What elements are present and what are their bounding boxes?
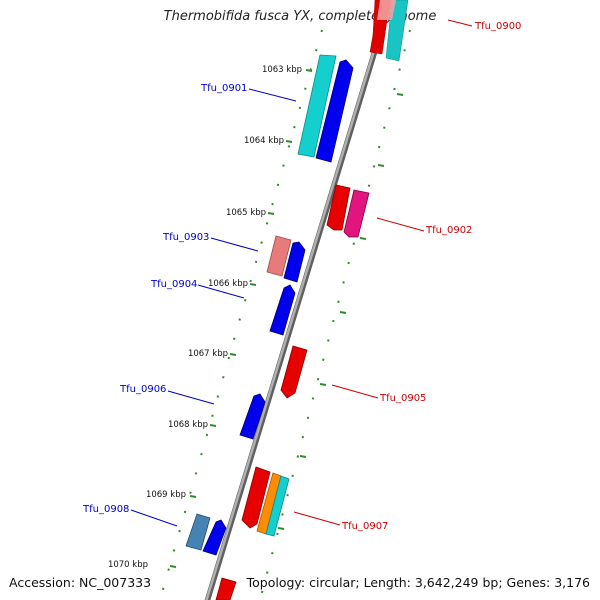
scale-label: 1064 kbp <box>244 136 284 146</box>
scale-tick <box>189 495 197 498</box>
gene-block[interactable] <box>283 241 306 283</box>
gene-labels: Tfu_0900 Tfu_0901 Tfu_0902 Tfu_0903 Tfu_… <box>82 21 521 532</box>
gene-label-tfu-0902[interactable]: Tfu_0902 <box>425 225 472 236</box>
scale-tick <box>305 69 313 72</box>
gene-block[interactable] <box>280 345 308 399</box>
scale: 1063 kbp 1064 kbp 1065 kbp 1066 kbp 1067… <box>108 65 313 570</box>
gene-label-tfu-0906[interactable]: Tfu_0906 <box>119 384 166 395</box>
scale-label: 1065 kbp <box>226 208 266 218</box>
accession-label: Accession: NC_007333 <box>9 575 152 590</box>
gene-block[interactable] <box>269 284 296 336</box>
scale-tick <box>249 283 257 286</box>
gene-label-tfu-0903[interactable]: Tfu_0903 <box>162 232 209 243</box>
gene-block[interactable] <box>239 393 266 440</box>
scale-tick <box>267 212 275 215</box>
topology-label: Topology: circular; Length: 3,642,249 bp… <box>246 575 590 590</box>
gene-label-tfu-0901[interactable]: Tfu_0901 <box>200 83 247 94</box>
scale-label: 1063 kbp <box>262 65 302 75</box>
scale-label: 1070 kbp <box>108 560 148 570</box>
scale-label: 1068 kbp <box>168 420 208 430</box>
gene-block[interactable] <box>343 189 370 238</box>
gene-label-tfu-0908[interactable]: Tfu_0908 <box>82 504 129 515</box>
backbone <box>204 0 394 600</box>
gene-block[interactable] <box>297 54 337 158</box>
gene-block[interactable] <box>315 59 354 163</box>
gene-block[interactable] <box>377 0 396 20</box>
scale-label: 1067 kbp <box>188 349 228 359</box>
scale-label: 1069 kbp <box>146 490 186 500</box>
leader-lines <box>130 19 473 527</box>
genes <box>185 0 409 600</box>
gene-label-tfu-0900[interactable]: Tfu_0900 <box>474 21 521 32</box>
scale-tick <box>209 424 217 427</box>
gene-block[interactable] <box>265 475 290 537</box>
map-title: Thermobifida fusca YX, complete genome <box>163 9 437 24</box>
scale-tick <box>169 565 177 568</box>
gene-block[interactable] <box>266 235 292 277</box>
gene-label-tfu-0905[interactable]: Tfu_0905 <box>379 393 426 404</box>
gene-block[interactable] <box>215 577 237 600</box>
gene-block[interactable] <box>185 513 211 551</box>
scale-tick <box>285 140 293 143</box>
gene-block[interactable] <box>326 184 351 231</box>
scale-label: 1066 kbp <box>208 279 248 289</box>
gene-block[interactable] <box>241 466 271 529</box>
gene-label-tfu-0904[interactable]: Tfu_0904 <box>150 279 197 290</box>
scale-tick <box>229 353 237 356</box>
gene-block[interactable] <box>202 519 227 556</box>
gene-label-tfu-0907[interactable]: Tfu_0907 <box>341 521 388 532</box>
reverse-strand-ticks <box>277 93 404 530</box>
